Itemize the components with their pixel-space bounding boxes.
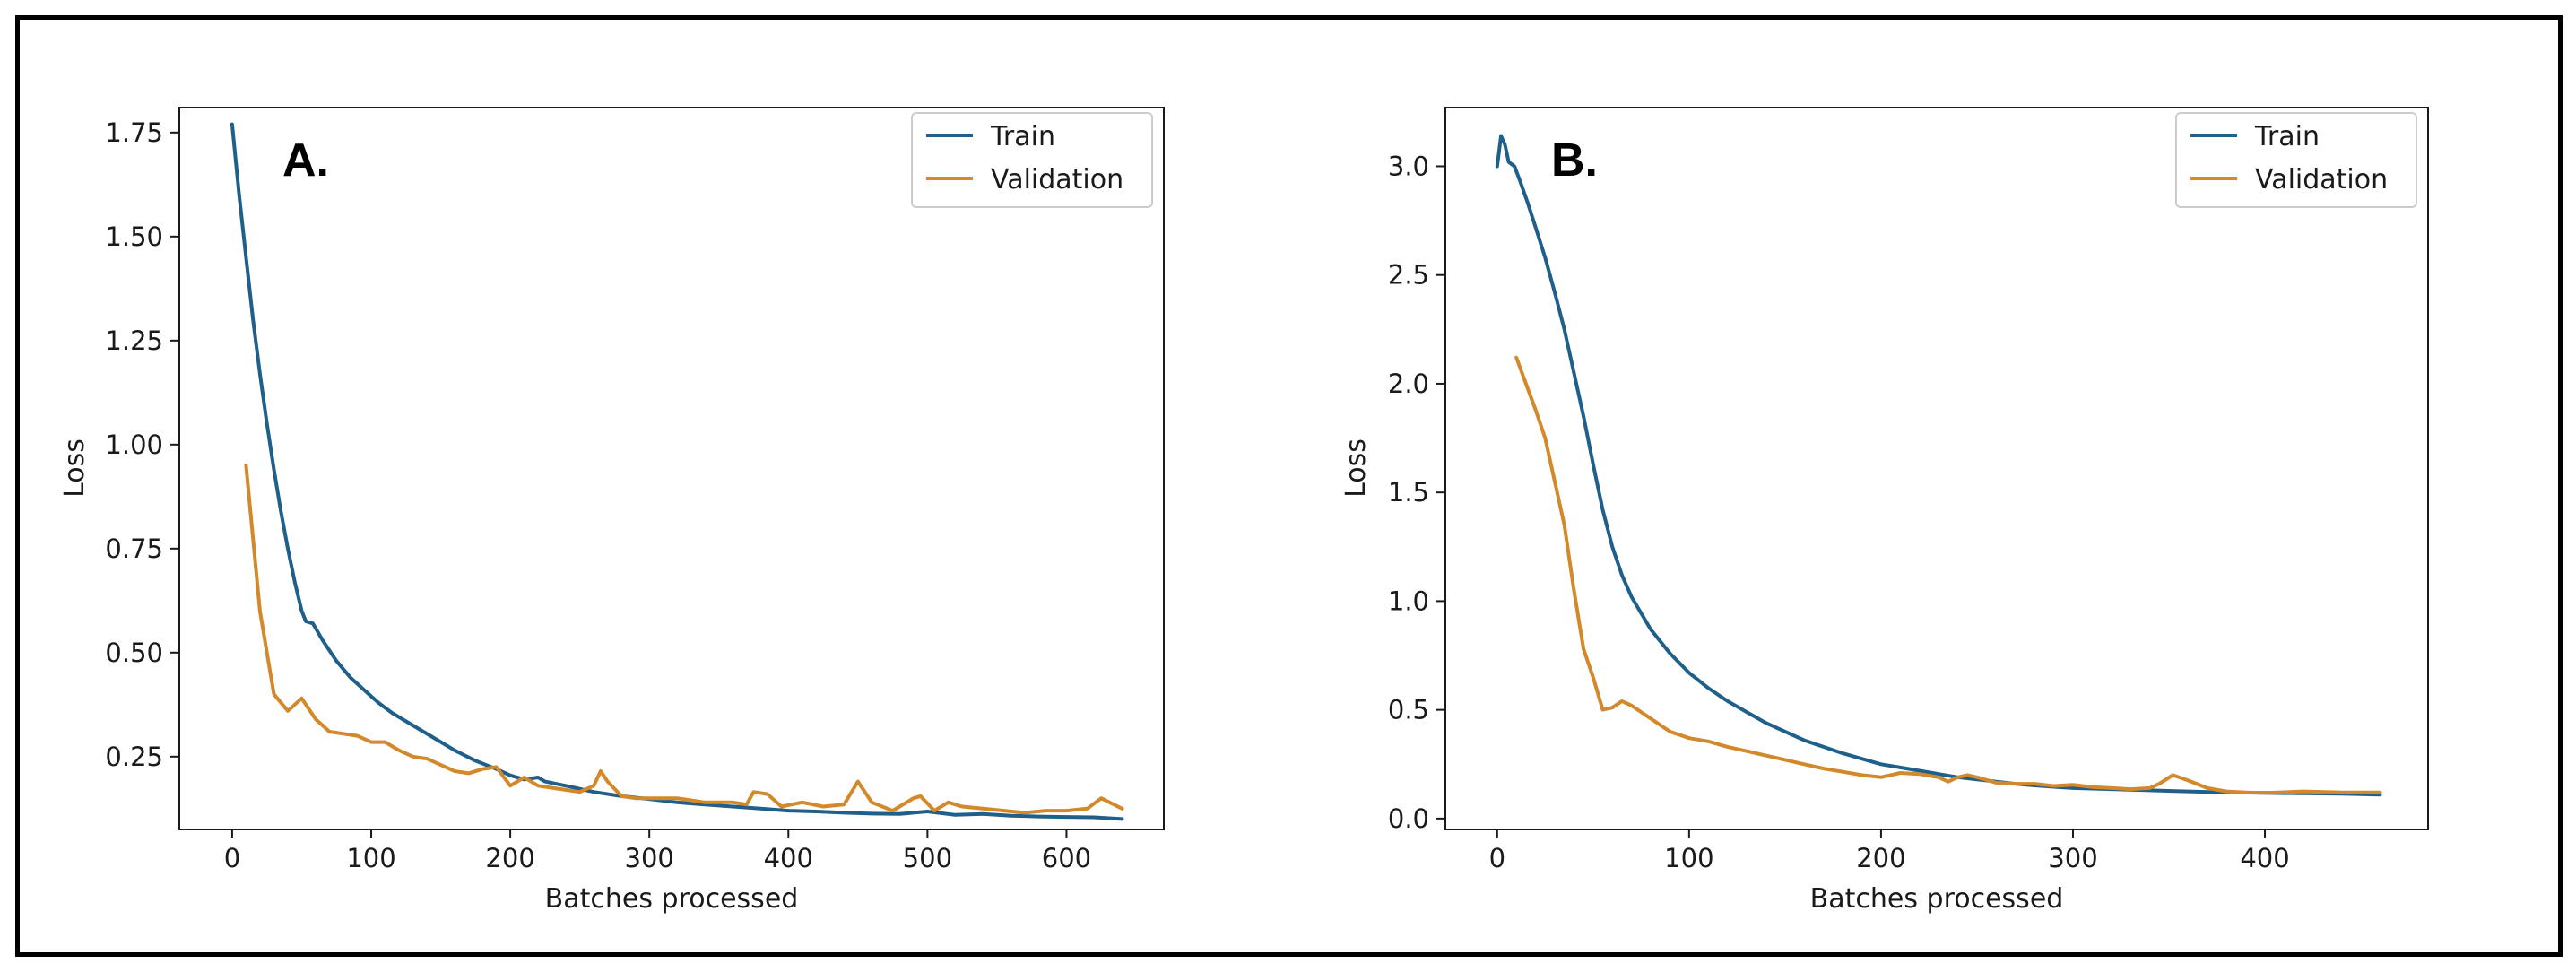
series-b [1495, 134, 2382, 797]
series-a [230, 122, 1124, 821]
y-axis-label-b: Loss [1340, 438, 1372, 498]
y-tick-label-b-1: 0.5 [1388, 695, 1429, 725]
legend-label-train-b: Train [2254, 121, 2320, 152]
x-axis-label-b: Batches processed [1810, 883, 2064, 915]
y-tick-label-b-3: 1.5 [1388, 477, 1429, 508]
y-tick-label-a-0: 0.25 [105, 742, 163, 772]
series-line-validation-a [244, 464, 1124, 815]
x-tick-label-a-6: 600 [1042, 843, 1091, 873]
x-tick-label-b-1: 100 [1664, 843, 1713, 873]
y-tick-label-b-0: 0.0 [1388, 803, 1429, 834]
y-tick-label-a-5: 1.50 [105, 221, 163, 252]
legend-label-validation-a: Validation [991, 164, 1123, 195]
y-tick-label-b-2: 1.0 [1388, 586, 1429, 616]
legend-a: Train Validation [911, 112, 1153, 208]
x-tick-label-a-2: 200 [485, 843, 534, 873]
y-tick-label-b-4: 2.0 [1388, 369, 1429, 399]
figure-frame [15, 15, 2563, 957]
panel-label-a: A. [282, 135, 329, 187]
y-tick-label-a-4: 1.25 [105, 325, 163, 356]
chart-panel-b: 0 100 200 300 400 0.0 0.5 1.0 1.5 2.0 2.5 3.0 B. Ba… [1340, 107, 2429, 915]
x-tick-label-b-2: 200 [1856, 843, 1905, 873]
ticks-b: 0 100 200 300 400 0.0 0.5 1.0 1.5 2.0 2.5 3.0 [1388, 151, 2290, 873]
plot-area-b [1444, 107, 2429, 830]
chart-panel-a: 0 100 200 300 400 500 600 0.25 0.50 0.75 1.00 1.25 1… [59, 107, 1165, 915]
y-tick-label-b-6: 3.0 [1388, 151, 1429, 181]
x-tick-label-b-3: 300 [2048, 843, 2097, 873]
y-tick-label-a-1: 0.50 [105, 638, 163, 668]
x-tick-label-b-0: 0 [1489, 843, 1505, 873]
panel-label-b: B. [1551, 135, 1598, 187]
series-line-validation-b [1514, 355, 2382, 795]
x-tick-label-a-3: 300 [625, 843, 674, 873]
y-tick-label-a-6: 1.75 [105, 117, 163, 148]
legend-b: Train Validation [2175, 112, 2417, 208]
legend-label-validation-b: Validation [2255, 164, 2388, 195]
y-tick-label-b-5: 2.5 [1388, 260, 1429, 291]
y-axis-label-a: Loss [59, 438, 91, 498]
x-tick-label-b-4: 400 [2240, 843, 2289, 873]
x-axis-label-a: Batches processed [545, 883, 799, 915]
plot-area-a [178, 107, 1165, 830]
series-line-train-b [1495, 134, 2382, 797]
x-tick-label-a-4: 400 [764, 843, 813, 873]
y-tick-label-a-3: 1.00 [105, 430, 163, 460]
x-tick-label-a-1: 100 [346, 843, 395, 873]
series-line-train-a [230, 122, 1124, 821]
x-tick-label-a-5: 500 [903, 843, 952, 873]
ticks-a: 0 100 200 300 400 500 600 0.25 0.50 0.75 1.00 1.25 1… [105, 117, 1091, 873]
legend-label-train-a: Train [990, 121, 1055, 152]
y-tick-label-a-2: 0.75 [105, 534, 163, 564]
x-tick-label-a-0: 0 [224, 843, 240, 873]
